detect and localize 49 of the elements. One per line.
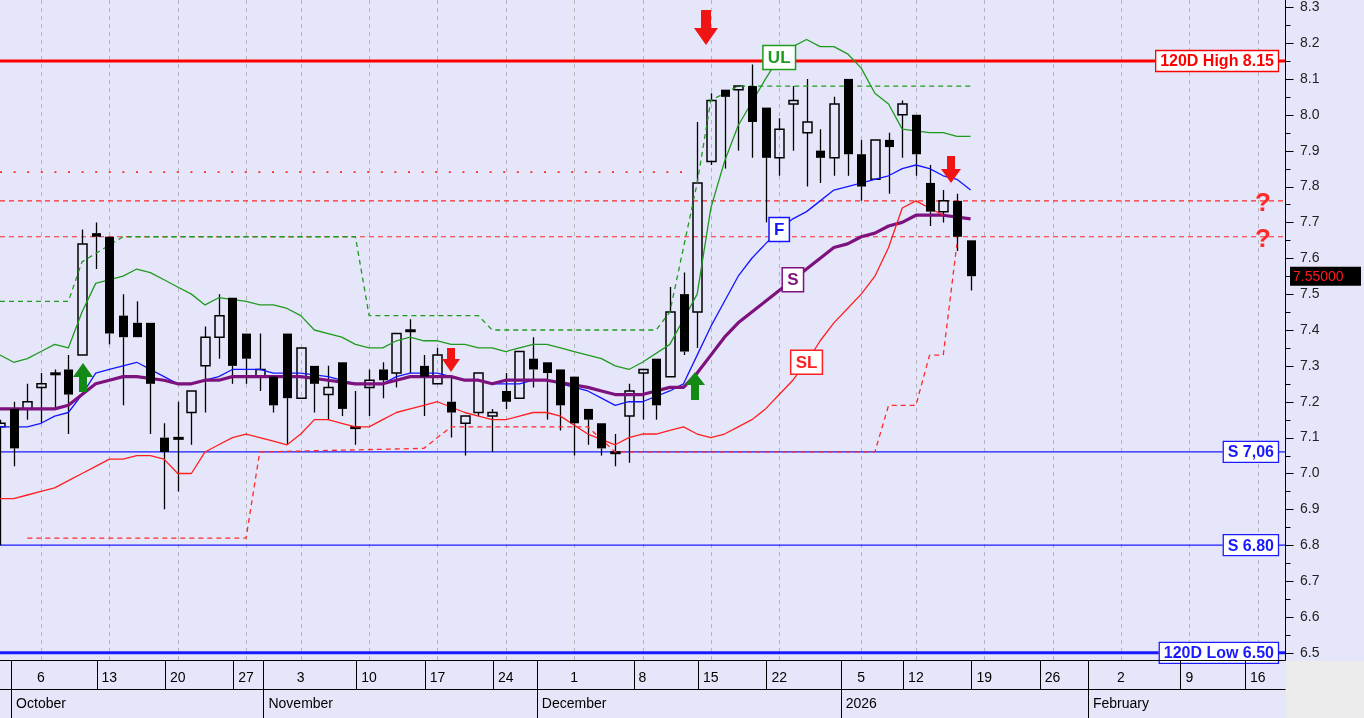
series-label: UL (767, 48, 791, 68)
series-label: S (787, 270, 799, 290)
x-tick-label: 26 (1044, 668, 1061, 685)
y-tick-label: 7.7 (1300, 213, 1320, 230)
x-tick-label: 20 (169, 668, 186, 685)
x-tick-label: 17 (429, 668, 446, 685)
x-tick-label: 9 (1185, 668, 1194, 685)
x-tick-label: 6 October (16, 668, 67, 711)
ref-line-label: 120D High 8.15 (1160, 52, 1275, 70)
ref-line-label: S 6.80 (1227, 536, 1275, 554)
y-tick-label: 7.8 (1300, 177, 1320, 194)
y-tick-label: 7.9 (1300, 141, 1320, 158)
y-tick-label: 8.0 (1300, 105, 1320, 122)
x-tick-label: 5 2026 (845, 668, 877, 711)
x-tick-label: 22 (771, 668, 788, 685)
ref-line-label: S 7,06 (1227, 443, 1275, 461)
y-tick-label: 6.6 (1300, 607, 1320, 624)
y-tick-label: 6.8 (1300, 536, 1320, 553)
ref-line-label: ? (1255, 222, 1271, 253)
y-tick-label: 8.1 (1300, 69, 1320, 86)
text: 7.55000 (1293, 268, 1344, 285)
y-tick-label: 7.0 (1300, 464, 1320, 481)
x-tick-label: 1 December (541, 668, 607, 711)
x-tick-label: 24 (498, 668, 514, 685)
x-tick-label: 8 (638, 668, 647, 685)
y-tick-label: 7.2 (1300, 392, 1320, 409)
y-tick-label: 6.7 (1300, 571, 1320, 588)
x-tick-label: 15 (703, 668, 719, 685)
y-tick-label: 6.5 (1300, 643, 1320, 660)
x-tick-label: 13 (101, 668, 118, 685)
y-tick-label: 7.1 (1300, 428, 1320, 445)
x-tick-label: 19 (976, 668, 993, 685)
y-tick-label: 6.9 (1300, 500, 1320, 517)
y-tick-label: 7.6 (1300, 249, 1320, 266)
y-tick-label: 7.4 (1300, 320, 1320, 337)
ref-line-label: ? (1255, 187, 1271, 218)
y-tick-label: 8.2 (1300, 33, 1320, 50)
x-tick-label: 2 February (1092, 668, 1149, 711)
series-label: F (774, 220, 785, 240)
x-tick-label: 16 (1249, 668, 1266, 685)
y-tick-label: 7.3 (1300, 356, 1320, 373)
x-tick-label: 27 (238, 668, 255, 685)
y-tick-label: 7.5 (1300, 284, 1320, 301)
y-tick-label: 8.3 (1300, 0, 1320, 15)
ref-line-label: 120D Low 6.50 (1163, 644, 1275, 662)
x-tick-label: 12 (908, 668, 924, 685)
x-tick-label: 10 (361, 668, 378, 685)
x-tick-label: 3 November (268, 668, 334, 711)
series-label: SL (795, 352, 818, 372)
